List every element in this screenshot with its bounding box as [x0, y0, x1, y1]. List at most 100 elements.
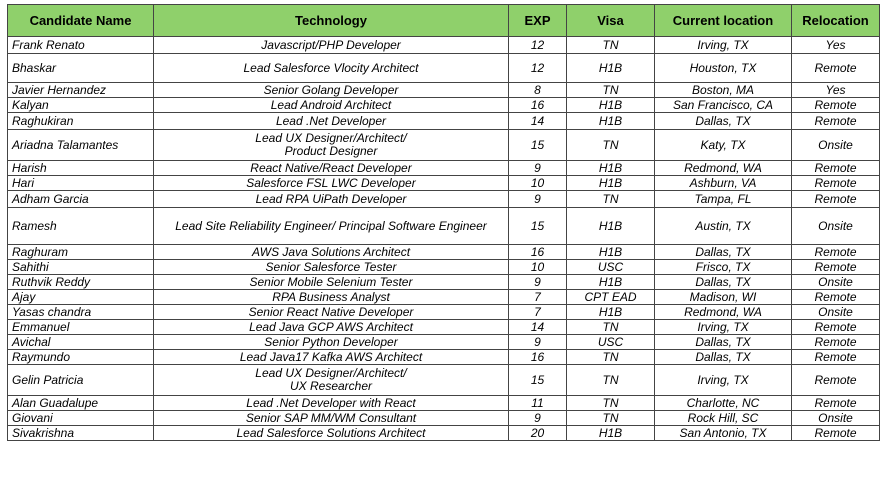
exp-cell: 14 — [508, 319, 567, 335]
candidate-name-cell: Ariadna Talamantes — [7, 129, 154, 161]
location-cell: Dallas, TX — [654, 349, 792, 365]
location-cell: Austin, TX — [654, 207, 792, 245]
location-cell: Irving, TX — [654, 319, 792, 335]
table-row: Bhaskar Lead Salesforce Vlocity Architect… — [7, 53, 880, 83]
candidate-name-cell: Harish — [7, 160, 154, 176]
header-current-location: Current location — [654, 4, 792, 37]
candidate-name-cell: Yasas chandra — [7, 304, 154, 320]
header-exp: EXP — [508, 4, 567, 37]
visa-cell: USC — [566, 334, 655, 350]
location-cell: Frisco, TX — [654, 259, 792, 275]
technology-cell: Senior Golang Developer — [153, 82, 509, 98]
candidate-name-cell: Ajay — [7, 289, 154, 305]
technology-cell: Lead Salesforce Solutions Architect — [153, 425, 509, 441]
relocation-cell: Remote — [791, 160, 880, 176]
technology-cell: Senior React Native Developer — [153, 304, 509, 320]
visa-cell: H1B — [566, 53, 655, 83]
header-technology: Technology — [153, 4, 509, 37]
technology-cell: Lead Java17 Kafka AWS Architect — [153, 349, 509, 365]
relocation-cell: Remote — [791, 53, 880, 83]
relocation-cell: Remote — [791, 259, 880, 275]
technology-cell: Lead .Net Developer with React — [153, 395, 509, 411]
exp-cell: 9 — [508, 334, 567, 350]
location-cell: Dallas, TX — [654, 274, 792, 290]
table-row: Raghuram AWS Java Solutions Architect 16 H1… — [7, 244, 880, 260]
exp-cell: 7 — [508, 289, 567, 305]
relocation-cell: Onsite — [791, 274, 880, 290]
relocation-cell: Remote — [791, 190, 880, 208]
relocation-cell: Yes — [791, 82, 880, 98]
exp-cell: 12 — [508, 36, 567, 54]
relocation-cell: Yes — [791, 36, 880, 54]
exp-cell: 15 — [508, 129, 567, 161]
candidate-name-cell: Sivakrishna — [7, 425, 154, 441]
visa-cell: H1B — [566, 175, 655, 191]
visa-cell: TN — [566, 395, 655, 411]
exp-cell: 8 — [508, 82, 567, 98]
table-row: Sivakrishna Lead Salesforce Solutions Arc… — [7, 425, 880, 441]
visa-cell: H1B — [566, 425, 655, 441]
table-row: Alan Guadalupe Lead .Net Developer with R… — [7, 395, 880, 411]
exp-cell: 9 — [508, 274, 567, 290]
exp-cell: 15 — [508, 364, 567, 396]
location-cell: San Antonio, TX — [654, 425, 792, 441]
table-row: Javier Hernandez Senior Golang Developer 8… — [7, 82, 880, 98]
table-body: Frank Renato Javascript/PHP Developer 12 TN… — [7, 36, 880, 441]
location-cell: Tampa, FL — [654, 190, 792, 208]
table-row: Ramesh Lead Site Reliability Engineer/ Pr… — [7, 207, 880, 245]
relocation-cell: Remote — [791, 395, 880, 411]
candidate-name-cell: Alan Guadalupe — [7, 395, 154, 411]
header-row: Candidate Name Technology EXP Visa Curre… — [7, 4, 880, 37]
relocation-cell: Remote — [791, 244, 880, 260]
relocation-cell: Onsite — [791, 129, 880, 161]
location-cell: Rock Hill, SC — [654, 410, 792, 426]
location-cell: Ashburn, VA — [654, 175, 792, 191]
candidate-name-cell: Ramesh — [7, 207, 154, 245]
table-row: Raymundo Lead Java17 Kafka AWS Architect 1… — [7, 349, 880, 365]
visa-cell: TN — [566, 364, 655, 396]
table-row: Yasas chandra Senior React Native Develop… — [7, 304, 880, 320]
header-relocation: Relocation — [791, 4, 880, 37]
technology-cell: Senior Python Developer — [153, 334, 509, 350]
exp-cell: 10 — [508, 259, 567, 275]
visa-cell: TN — [566, 319, 655, 335]
visa-cell: TN — [566, 36, 655, 54]
technology-cell: RPA Business Analyst — [153, 289, 509, 305]
table-row: Sahithi Senior Salesforce Tester 10 USC Fris… — [7, 259, 880, 275]
location-cell: Dallas, TX — [654, 334, 792, 350]
location-cell: San Francisco, CA — [654, 97, 792, 113]
visa-cell: TN — [566, 190, 655, 208]
technology-cell: AWS Java Solutions Architect — [153, 244, 509, 260]
location-cell: Irving, TX — [654, 364, 792, 396]
relocation-cell: Remote — [791, 425, 880, 441]
visa-cell: TN — [566, 349, 655, 365]
exp-cell: 7 — [508, 304, 567, 320]
exp-cell: 14 — [508, 112, 567, 130]
relocation-cell: Onsite — [791, 410, 880, 426]
exp-cell: 16 — [508, 244, 567, 260]
visa-cell: H1B — [566, 274, 655, 290]
candidate-name-cell: Bhaskar — [7, 53, 154, 83]
relocation-cell: Remote — [791, 112, 880, 130]
technology-cell: Lead Android Architect — [153, 97, 509, 113]
technology-cell: Lead Salesforce Vlocity Architect — [153, 53, 509, 83]
table-row: Hari Salesforce FSL LWC Developer 10 H1B Ash… — [7, 175, 880, 191]
visa-cell: TN — [566, 410, 655, 426]
table-row: Ariadna Talamantes Lead UX Designer/Archi… — [7, 129, 880, 161]
table-row: Ajay RPA Business Analyst 7 CPT EAD Madison,… — [7, 289, 880, 305]
exp-cell: 10 — [508, 175, 567, 191]
exp-cell: 16 — [508, 349, 567, 365]
candidate-name-cell: Kalyan — [7, 97, 154, 113]
table-row: Giovani Senior SAP MM/WM Consultant 9 TN Roc… — [7, 410, 880, 426]
candidate-name-cell: Avichal — [7, 334, 154, 350]
location-cell: Charlotte, NC — [654, 395, 792, 411]
technology-cell: Lead UX Designer/Architect/ Product Desi… — [153, 129, 509, 161]
relocation-cell: Remote — [791, 334, 880, 350]
relocation-cell: Remote — [791, 289, 880, 305]
location-cell: Dallas, TX — [654, 112, 792, 130]
visa-cell: TN — [566, 82, 655, 98]
exp-cell: 15 — [508, 207, 567, 245]
relocation-cell: Remote — [791, 97, 880, 113]
technology-cell: Salesforce FSL LWC Developer — [153, 175, 509, 191]
candidates-table: Candidate Name Technology EXP Visa Curre… — [7, 4, 880, 441]
